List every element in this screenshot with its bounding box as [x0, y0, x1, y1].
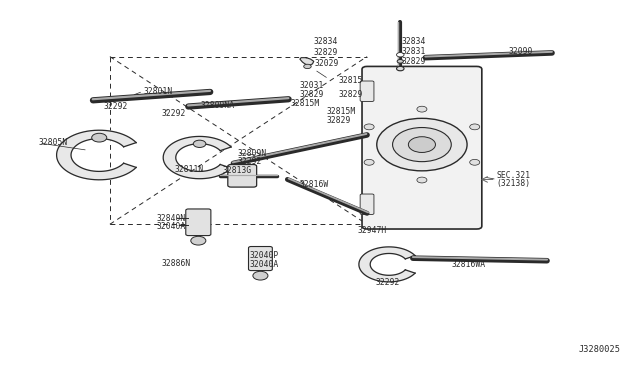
Circle shape: [193, 140, 206, 147]
Circle shape: [470, 124, 480, 130]
Circle shape: [392, 128, 451, 162]
Text: 32040A: 32040A: [250, 260, 279, 269]
Text: 32809NA: 32809NA: [201, 101, 235, 110]
Text: J3280025: J3280025: [579, 346, 621, 355]
Circle shape: [417, 177, 427, 183]
FancyBboxPatch shape: [360, 81, 374, 102]
Circle shape: [364, 159, 374, 165]
FancyBboxPatch shape: [228, 164, 257, 187]
Circle shape: [377, 118, 467, 171]
Circle shape: [304, 64, 311, 68]
FancyBboxPatch shape: [248, 247, 273, 270]
Text: (32138): (32138): [497, 179, 531, 187]
Text: 32831: 32831: [401, 47, 426, 56]
Text: 32829: 32829: [300, 90, 324, 99]
Text: 32029: 32029: [315, 60, 339, 68]
Text: 32040P: 32040P: [250, 251, 279, 260]
Polygon shape: [359, 247, 415, 282]
Text: 32292: 32292: [162, 109, 186, 118]
Circle shape: [191, 236, 206, 245]
Text: 32816WA: 32816WA: [452, 260, 486, 269]
Text: 32811N: 32811N: [175, 165, 204, 174]
Text: 32829: 32829: [339, 90, 363, 99]
Polygon shape: [56, 130, 136, 180]
Circle shape: [397, 60, 403, 63]
Circle shape: [397, 52, 404, 57]
FancyBboxPatch shape: [360, 194, 374, 214]
Text: 32947H: 32947H: [358, 226, 387, 235]
Text: 32829: 32829: [401, 57, 426, 66]
Text: 32815M: 32815M: [291, 99, 320, 108]
Circle shape: [253, 271, 268, 280]
Text: 32801N: 32801N: [143, 87, 172, 96]
Text: 32292: 32292: [237, 157, 262, 166]
Text: 32829: 32829: [314, 48, 338, 57]
Circle shape: [364, 124, 374, 130]
Text: 32031: 32031: [300, 81, 324, 90]
Circle shape: [397, 67, 404, 71]
Text: 32829: 32829: [326, 116, 351, 125]
Text: 32886N: 32886N: [162, 259, 191, 268]
Text: SEC.321: SEC.321: [497, 171, 531, 180]
Text: 32292: 32292: [104, 102, 128, 111]
Text: 32834: 32834: [314, 38, 338, 46]
Text: 32040A: 32040A: [157, 222, 186, 231]
Circle shape: [470, 159, 480, 165]
FancyBboxPatch shape: [362, 67, 482, 229]
Circle shape: [92, 133, 107, 142]
Circle shape: [417, 106, 427, 112]
Circle shape: [408, 137, 435, 153]
Text: 32815: 32815: [339, 76, 363, 85]
Text: 32805N: 32805N: [39, 138, 68, 147]
Polygon shape: [300, 58, 314, 66]
Text: 32816W: 32816W: [300, 180, 329, 189]
Text: 32815M: 32815M: [326, 107, 356, 116]
Text: 32809N: 32809N: [237, 149, 266, 158]
Text: 32840N: 32840N: [157, 214, 186, 222]
Text: 32292: 32292: [375, 278, 399, 287]
Text: 32834: 32834: [401, 38, 426, 46]
Polygon shape: [163, 137, 231, 179]
FancyBboxPatch shape: [186, 209, 211, 235]
Text: 32813G: 32813G: [223, 166, 252, 175]
Text: 32090: 32090: [508, 47, 532, 56]
